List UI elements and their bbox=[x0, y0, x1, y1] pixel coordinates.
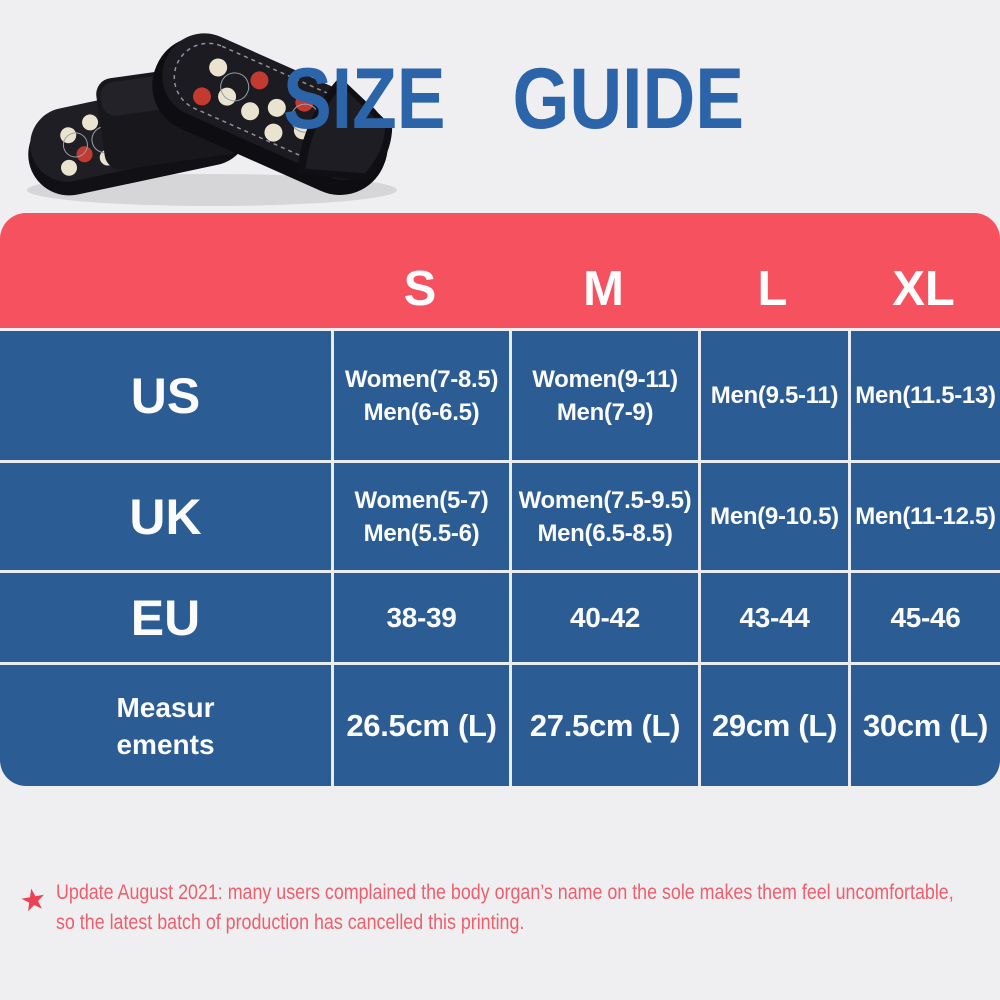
table-cell-us-m: Women(9-11) Men(7-9) bbox=[512, 331, 698, 460]
star-icon: ★ bbox=[17, 881, 50, 920]
table-cell-eu-m: 40-42 bbox=[512, 573, 698, 662]
footnote: Update August 2021: many users complaine… bbox=[56, 878, 954, 938]
table-cell-us-l: Men(9.5-11) bbox=[701, 331, 848, 460]
row-label-eu: EU bbox=[0, 573, 331, 662]
table-cell-meas-m: 27.5cm (L) bbox=[512, 665, 698, 786]
table-cell-uk-m: Women(7.5-9.5) Men(6.5-8.5) bbox=[512, 463, 698, 570]
table-cell-uk-l: Men(9-10.5) bbox=[701, 463, 848, 570]
table-cell-eu-l: 43-44 bbox=[701, 573, 848, 662]
size-guide-table: S M L XL US Women(7-8.5) Men(6-6.5) Wome… bbox=[0, 213, 1000, 786]
column-header-m: M bbox=[583, 261, 624, 316]
front-slipper bbox=[152, 33, 393, 195]
table-header-row: S M L XL bbox=[0, 213, 1000, 328]
page-title: SIZE GUIDE bbox=[283, 51, 745, 147]
table-cell-us-xl: Men(11.5-13) bbox=[851, 331, 1000, 460]
table-cell-uk-s: Women(5-7) Men(5.5-6) bbox=[334, 463, 509, 570]
table-cell-meas-xl: 30cm (L) bbox=[851, 665, 1000, 786]
column-header-s: S bbox=[403, 261, 437, 316]
footnote-line-2: so the latest batch of production has ca… bbox=[56, 911, 525, 934]
table-cell-meas-s: 26.5cm (L) bbox=[334, 665, 509, 786]
table-cell-meas-l: 29cm (L) bbox=[701, 665, 848, 786]
header-spacer bbox=[0, 213, 331, 328]
table-body: US Women(7-8.5) Men(6-6.5) Women(9-11) M… bbox=[0, 331, 1000, 786]
column-header-xl: XL bbox=[892, 261, 955, 316]
column-header-l: L bbox=[757, 261, 788, 316]
row-label-uk: UK bbox=[0, 463, 331, 570]
table-cell-eu-s: 38-39 bbox=[334, 573, 509, 662]
row-label-us: US bbox=[0, 331, 331, 460]
row-label-measurements: Measur ements bbox=[0, 665, 331, 786]
footnote-line-1: Update August 2021: many users complaine… bbox=[56, 881, 954, 904]
table-cell-uk-xl: Men(11-12.5) bbox=[851, 463, 1000, 570]
table-cell-eu-xl: 45-46 bbox=[851, 573, 1000, 662]
table-cell-us-s: Women(7-8.5) Men(6-6.5) bbox=[334, 331, 509, 460]
product-image bbox=[27, 33, 397, 206]
